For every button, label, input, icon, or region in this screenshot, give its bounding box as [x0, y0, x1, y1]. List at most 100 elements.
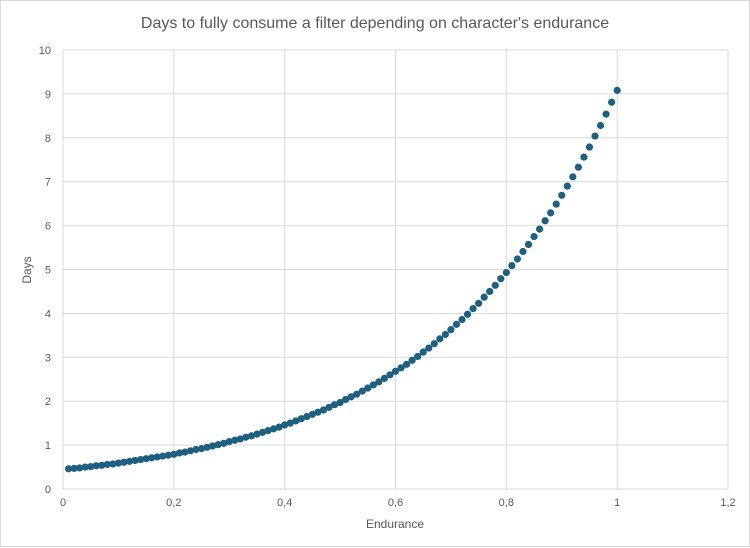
data-point	[292, 417, 300, 425]
data-point	[602, 110, 610, 118]
tick-labels: 0 1 2 3 4 5 6 7 8 9 10 0 0,2 0,4 0,6 0,8 1 1,2	[39, 45, 736, 509]
data-point	[508, 261, 516, 270]
data-point	[258, 428, 267, 436]
data-point	[336, 398, 344, 407]
data-point	[397, 364, 405, 372]
data-point	[486, 287, 494, 296]
data-point	[181, 448, 189, 456]
data-point	[480, 293, 488, 301]
y-tick-label: 3	[45, 352, 51, 364]
x-tick-label: 0	[60, 497, 66, 509]
data-point	[192, 445, 200, 454]
data-point	[225, 437, 233, 446]
data-point	[380, 374, 389, 382]
data-point	[87, 463, 95, 471]
data-point	[469, 304, 477, 313]
data-point	[497, 275, 505, 283]
data-point	[209, 442, 217, 450]
data-point	[596, 121, 605, 130]
data-point	[92, 462, 100, 470]
y-tick-label: 0	[45, 484, 51, 496]
data-point	[214, 441, 222, 449]
data-point	[425, 344, 433, 352]
x-axis-label: Endurance	[366, 517, 424, 531]
chart-title: Days to fully consume a filter depending…	[141, 15, 609, 32]
data-point	[358, 387, 366, 395]
data-point	[491, 281, 499, 289]
data-point	[314, 408, 322, 416]
y-tick-label: 8	[45, 133, 51, 145]
data-point	[303, 412, 311, 421]
data-point	[153, 453, 161, 461]
y-tick-label: 10	[39, 45, 51, 57]
data-point	[386, 371, 394, 379]
data-point	[330, 401, 339, 409]
data-point	[502, 268, 510, 277]
data-point	[463, 310, 472, 318]
data-point	[148, 454, 156, 462]
data-point	[70, 464, 78, 472]
data-point	[391, 367, 400, 375]
data-point	[580, 153, 588, 161]
data-point	[175, 449, 183, 457]
data-point	[402, 360, 411, 368]
data-point	[103, 460, 111, 469]
data-point	[159, 452, 167, 460]
x-tick-label: 0,2	[166, 497, 181, 509]
data-point	[519, 247, 527, 256]
data-point	[231, 436, 239, 444]
data-point	[325, 403, 333, 411]
data-point	[319, 406, 328, 414]
y-tick-label: 4	[45, 308, 51, 320]
data-point	[452, 320, 461, 328]
data-point	[535, 225, 544, 233]
data-point	[269, 425, 278, 433]
y-tick-label: 9	[45, 89, 51, 101]
x-tick-label: 0,8	[499, 497, 514, 509]
data-point	[109, 460, 117, 468]
x-tick-label: 0,6	[388, 497, 403, 509]
data-point	[131, 456, 139, 465]
data-point	[408, 356, 416, 364]
data-points	[64, 86, 621, 473]
y-tick-label: 1	[45, 440, 51, 452]
data-point	[186, 447, 195, 455]
gridlines	[62, 49, 729, 490]
data-point	[563, 182, 571, 190]
data-point	[76, 464, 84, 472]
data-point	[114, 459, 123, 467]
data-point	[197, 445, 206, 453]
data-point	[585, 143, 594, 151]
data-point	[64, 465, 73, 473]
data-point	[308, 410, 316, 418]
data-point	[264, 427, 272, 435]
data-point	[253, 430, 261, 438]
data-point	[530, 232, 538, 241]
data-point	[247, 432, 256, 440]
data-point	[541, 217, 549, 225]
data-point	[613, 86, 621, 94]
y-axis-label: Days	[20, 256, 34, 283]
data-point	[458, 315, 466, 324]
data-point	[342, 395, 350, 404]
y-tick-label: 2	[45, 396, 51, 408]
data-point	[419, 348, 427, 356]
data-point	[286, 419, 294, 427]
x-tick-label: 1	[614, 497, 620, 509]
data-point	[81, 463, 89, 471]
x-tick-label: 1,2	[720, 497, 735, 509]
data-point	[552, 200, 560, 208]
data-point	[475, 299, 483, 307]
data-point	[297, 415, 305, 423]
data-point	[441, 330, 449, 339]
data-point	[447, 326, 455, 334]
data-point	[547, 209, 555, 217]
data-point	[430, 340, 438, 348]
data-point	[591, 132, 599, 140]
data-point	[170, 450, 178, 458]
data-point	[569, 173, 577, 181]
data-point	[375, 378, 383, 386]
data-point	[369, 381, 377, 389]
